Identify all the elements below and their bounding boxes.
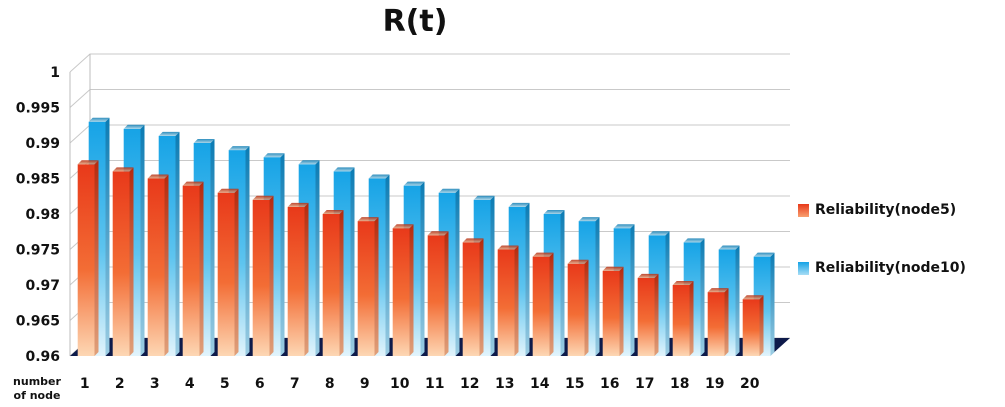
x-tick-label: 5 — [220, 376, 230, 392]
x-tick-label: 17 — [635, 376, 654, 392]
x-tick-label: 2 — [115, 376, 125, 392]
bar-node5 — [182, 181, 204, 356]
bar-node5 — [602, 266, 624, 356]
x-tick-label: 8 — [325, 376, 335, 392]
chart-title: R(t) — [382, 4, 448, 39]
y-tick-label: 0.97 — [25, 278, 60, 294]
y-tick-label: 0.995 — [16, 101, 60, 117]
x-tick-label: 3 — [150, 376, 160, 392]
bar-node5 — [427, 231, 449, 356]
legend-item-node5: Reliability(node5) — [798, 202, 956, 218]
gridline — [69, 53, 790, 73]
x-tick-label: 12 — [460, 376, 479, 392]
bar-node5 — [392, 224, 414, 356]
y-tick-label: 0.98 — [25, 207, 60, 223]
y-tick-label: 0.975 — [16, 243, 60, 259]
x-tick-label: 18 — [670, 376, 689, 392]
x-tick-label: 14 — [530, 376, 550, 392]
x-tick-label: 7 — [290, 376, 300, 392]
bar-node5 — [637, 273, 659, 356]
y-tick-label: 1 — [50, 65, 60, 81]
x-tick-label: 13 — [495, 376, 514, 392]
bar-node5 — [567, 259, 589, 356]
x-tick-label: 9 — [360, 376, 370, 392]
bar-node5 — [217, 188, 239, 356]
x-tick-label: 20 — [740, 376, 760, 392]
y-tick-label: 0.985 — [16, 172, 60, 188]
x-tick-label: 19 — [705, 376, 724, 392]
bar-node5 — [77, 160, 99, 356]
bar-node5 — [742, 295, 764, 356]
x-tick-label: 4 — [185, 376, 195, 392]
bar-node5 — [672, 281, 694, 356]
x-tick-label: 11 — [425, 376, 444, 392]
x-tick-label: 6 — [255, 376, 265, 392]
bar-node5 — [707, 288, 729, 356]
bar-node5 — [147, 174, 169, 356]
legend-swatch-node5 — [798, 203, 809, 217]
bar-node5 — [462, 238, 484, 356]
bar-node5 — [252, 195, 274, 356]
legend-item-node10: Reliability(node10) — [798, 260, 966, 276]
legend-label-node5: Reliability(node5) — [815, 202, 957, 218]
bar-node5 — [112, 167, 134, 356]
bar-node5 — [357, 217, 379, 356]
y-tick-label: 0.965 — [16, 314, 60, 330]
y-axis-ticks: 0.96 0.965 0.97 0.975 0.98 0.985 0.99 0.995 1 — [16, 65, 60, 365]
y-tick-label: 0.99 — [25, 136, 60, 152]
bar-node5 — [532, 252, 554, 356]
x-tick-label: 10 — [390, 376, 410, 392]
bar-node5 — [287, 202, 309, 356]
gridline — [69, 89, 790, 108]
x-axis-label: number of node — [13, 375, 61, 402]
x-tick-label: 15 — [565, 376, 584, 392]
legend-label-node10: Reliability(node10) — [815, 260, 966, 276]
bar-node5 — [322, 210, 344, 356]
x-axis-ticks: 1 2 3 4 5 6 7 8 9 10 11 12 13 14 15 16 17 18 19 20 — [80, 376, 760, 392]
bars-group — [77, 117, 775, 356]
y-tick-label: 0.96 — [25, 349, 60, 365]
legend-swatch-node10 — [798, 261, 809, 275]
x-tick-label: 16 — [600, 376, 619, 392]
x-tick-label: 1 — [80, 376, 90, 392]
bar-node5 — [497, 245, 519, 356]
